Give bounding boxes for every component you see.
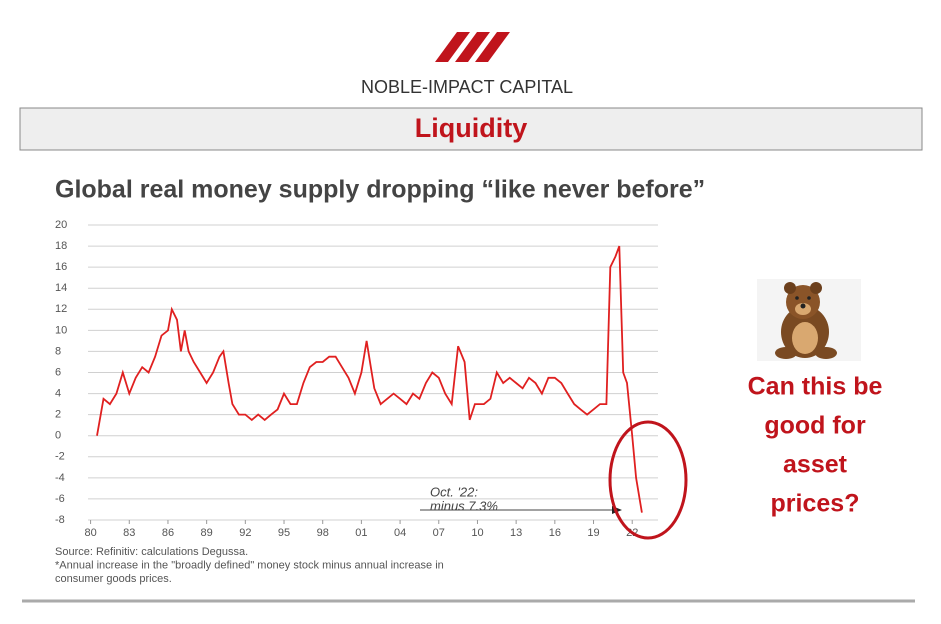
x-tick-label: 83 bbox=[123, 527, 135, 539]
bear-image bbox=[757, 279, 861, 361]
source-note: Source: Refinitiv: calculations Degussa. bbox=[55, 546, 248, 558]
x-tick-label: 80 bbox=[84, 527, 96, 539]
y-tick-label: 10 bbox=[55, 324, 67, 336]
data-line bbox=[96, 245, 643, 513]
y-tick-label: 0 bbox=[55, 430, 61, 442]
y-tick-label: 4 bbox=[55, 387, 61, 399]
x-tick-label: 92 bbox=[239, 527, 251, 539]
section-banner bbox=[19, 107, 923, 151]
source-note: *Annual increase in the "broadly defined… bbox=[55, 559, 444, 571]
annotation: minus 7.3% bbox=[430, 498, 498, 513]
y-tick-label: 2 bbox=[55, 409, 61, 421]
x-tick-label: 16 bbox=[549, 527, 561, 539]
plot: -8 -6 -4 -2 0 2 4 6 8 10 12 14 16 18 20 80 83 86 89 92 95 98 0… bbox=[55, 219, 658, 585]
highlight-ellipse bbox=[608, 420, 688, 540]
x-tick-label: 89 bbox=[201, 527, 213, 539]
x-tick-label: 07 bbox=[433, 527, 445, 539]
x-tick-label: 98 bbox=[317, 527, 329, 539]
y-tick-label: 6 bbox=[55, 366, 61, 378]
y-tick-label: -2 bbox=[55, 451, 65, 463]
logo bbox=[435, 32, 510, 62]
y-tick-label: -4 bbox=[55, 472, 65, 484]
y-tick-label: -6 bbox=[55, 493, 65, 505]
section-title: Liquidity bbox=[415, 113, 527, 143]
y-tick-label: 8 bbox=[55, 345, 61, 357]
callout: Can this be good for asset prices? bbox=[748, 373, 883, 518]
y-tick-label: 18 bbox=[55, 240, 67, 252]
chart-title: Global real money supply dropping “like … bbox=[55, 176, 705, 204]
callout-line: prices? bbox=[771, 490, 860, 518]
y-tick-label: 14 bbox=[55, 282, 67, 294]
x-tick-label: 19 bbox=[587, 527, 599, 539]
brand: NOBLE-IMPACT CAPITAL bbox=[361, 77, 573, 97]
x-tick-label: 01 bbox=[355, 527, 367, 539]
source-note: consumer goods prices. bbox=[55, 573, 172, 585]
callout-line: good for bbox=[764, 412, 866, 440]
y-tick-label: -8 bbox=[55, 514, 65, 526]
x-tick-label: 10 bbox=[471, 527, 483, 539]
x-tick-label: 86 bbox=[162, 527, 174, 539]
y-tick-label: 16 bbox=[55, 261, 67, 273]
y-tick-label: 12 bbox=[55, 303, 67, 315]
annotation: Oct. '22: bbox=[430, 484, 478, 499]
callout-line: asset bbox=[783, 451, 848, 479]
x-tick-label: 95 bbox=[278, 527, 290, 539]
x-tick-label: 13 bbox=[510, 527, 522, 539]
callout-line: Can this be bbox=[748, 373, 883, 401]
x-tick-label: 04 bbox=[394, 527, 406, 539]
y-tick-label: 20 bbox=[55, 219, 67, 231]
